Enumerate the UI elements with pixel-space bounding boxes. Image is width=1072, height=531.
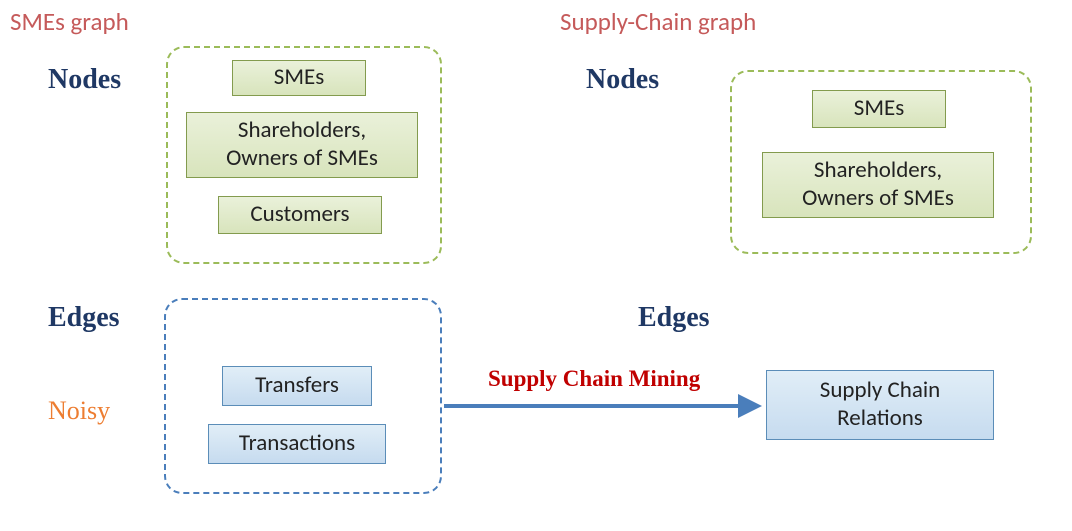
right-graph-title: Supply-Chain graph — [560, 6, 756, 37]
right-edges-label: Edges — [638, 302, 710, 334]
left-edge-transactions: Transactions — [208, 424, 386, 464]
left-graph-title: SMEs graph — [10, 6, 129, 37]
right-node-smes: SMEs — [812, 90, 946, 128]
left-edge-transfers: Transfers — [222, 366, 372, 406]
left-node-customers: Customers — [218, 196, 382, 234]
supply-chain-mining-label: Supply Chain Mining — [488, 366, 700, 392]
left-node-shareholders: Shareholders, Owners of SMEs — [186, 112, 418, 178]
left-nodes-label: Nodes — [48, 64, 121, 96]
right-node-shareholders: Shareholders, Owners of SMEs — [762, 152, 994, 218]
right-nodes-label: Nodes — [586, 64, 659, 96]
left-edges-label: Edges — [48, 302, 120, 334]
noisy-label: Noisy — [48, 396, 110, 426]
right-edge-supply-chain-relations: Supply Chain Relations — [766, 370, 994, 440]
left-node-smes: SMEs — [232, 60, 366, 96]
